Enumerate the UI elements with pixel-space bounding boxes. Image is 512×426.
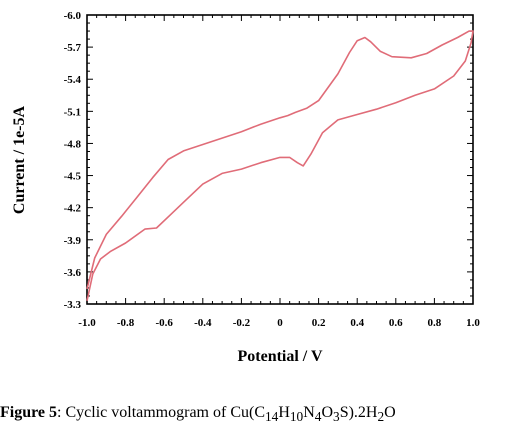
y-tick-labels: -6.0 -5.7 -5.4 -5.1 -4.8 -4.5 -4.2 -3.9 -3.6 -3.3 — [64, 10, 82, 311]
y-tick-label: -5.1 — [64, 106, 81, 118]
y-tick-label: -3.6 — [64, 267, 82, 279]
y-tick-label: -5.7 — [64, 42, 82, 54]
x-tick-label: 1.0 — [466, 317, 480, 329]
series-line — [86, 30, 474, 301]
x-tick-label: 0 — [277, 317, 283, 329]
caption-text: S).2H — [339, 404, 378, 421]
y-axis-title: Current / 1e-5A — [11, 105, 28, 214]
caption-sub: 3 — [333, 409, 340, 425]
figure-caption: Figure 5: Cyclic voltammogram of Cu(C14H… — [0, 404, 512, 425]
caption-sub: 2 — [377, 409, 385, 425]
x-tick-label: -0.2 — [233, 317, 251, 329]
x-tick-label: 0.2 — [312, 317, 326, 329]
caption-text: : Cyclic voltammogram of Cu(C — [57, 404, 265, 421]
y-tick-label: -6.0 — [64, 10, 82, 22]
y-tick-label: -4.2 — [64, 203, 82, 215]
y-tick-label: -4.5 — [64, 171, 82, 183]
x-tick-label: -0.4 — [194, 317, 212, 329]
x-axis-title: Potential / V — [237, 348, 322, 365]
y-tick-label: -3.3 — [64, 299, 82, 311]
tick-marks — [86, 14, 474, 305]
caption-sub: 4 — [314, 409, 322, 425]
x-tick-label: -0.8 — [117, 317, 135, 329]
x-tick-label: -1.0 — [78, 317, 96, 329]
caption-text: N — [303, 404, 315, 421]
caption-text: O — [384, 404, 396, 421]
caption-sub: 14 — [265, 409, 279, 425]
x-tick-label: 0.4 — [350, 317, 364, 329]
y-tick-label: -3.9 — [64, 235, 82, 247]
caption-sub: 10 — [289, 409, 304, 425]
x-tick-label: 0.8 — [428, 317, 442, 329]
x-tick-label: 0.6 — [389, 317, 403, 329]
x-tick-labels: -1.0 -0.8 -0.6 -0.4 -0.2 0 0.2 0.4 0.6 0.8 1.0 — [78, 317, 480, 329]
x-tick-label: -0.6 — [155, 317, 173, 329]
y-tick-label: -5.4 — [64, 74, 82, 86]
caption-text: O — [321, 404, 334, 421]
plot-frame — [86, 14, 474, 305]
chart: -1.0 -0.8 -0.6 -0.4 -0.2 0 0.2 0.4 0.6 0.8 1.0 -6.… — [11, 10, 480, 365]
caption-text: H — [278, 404, 290, 421]
y-tick-label: -4.8 — [64, 138, 82, 150]
caption-lead: Figure 5 — [0, 404, 58, 421]
series-layer — [86, 30, 474, 301]
